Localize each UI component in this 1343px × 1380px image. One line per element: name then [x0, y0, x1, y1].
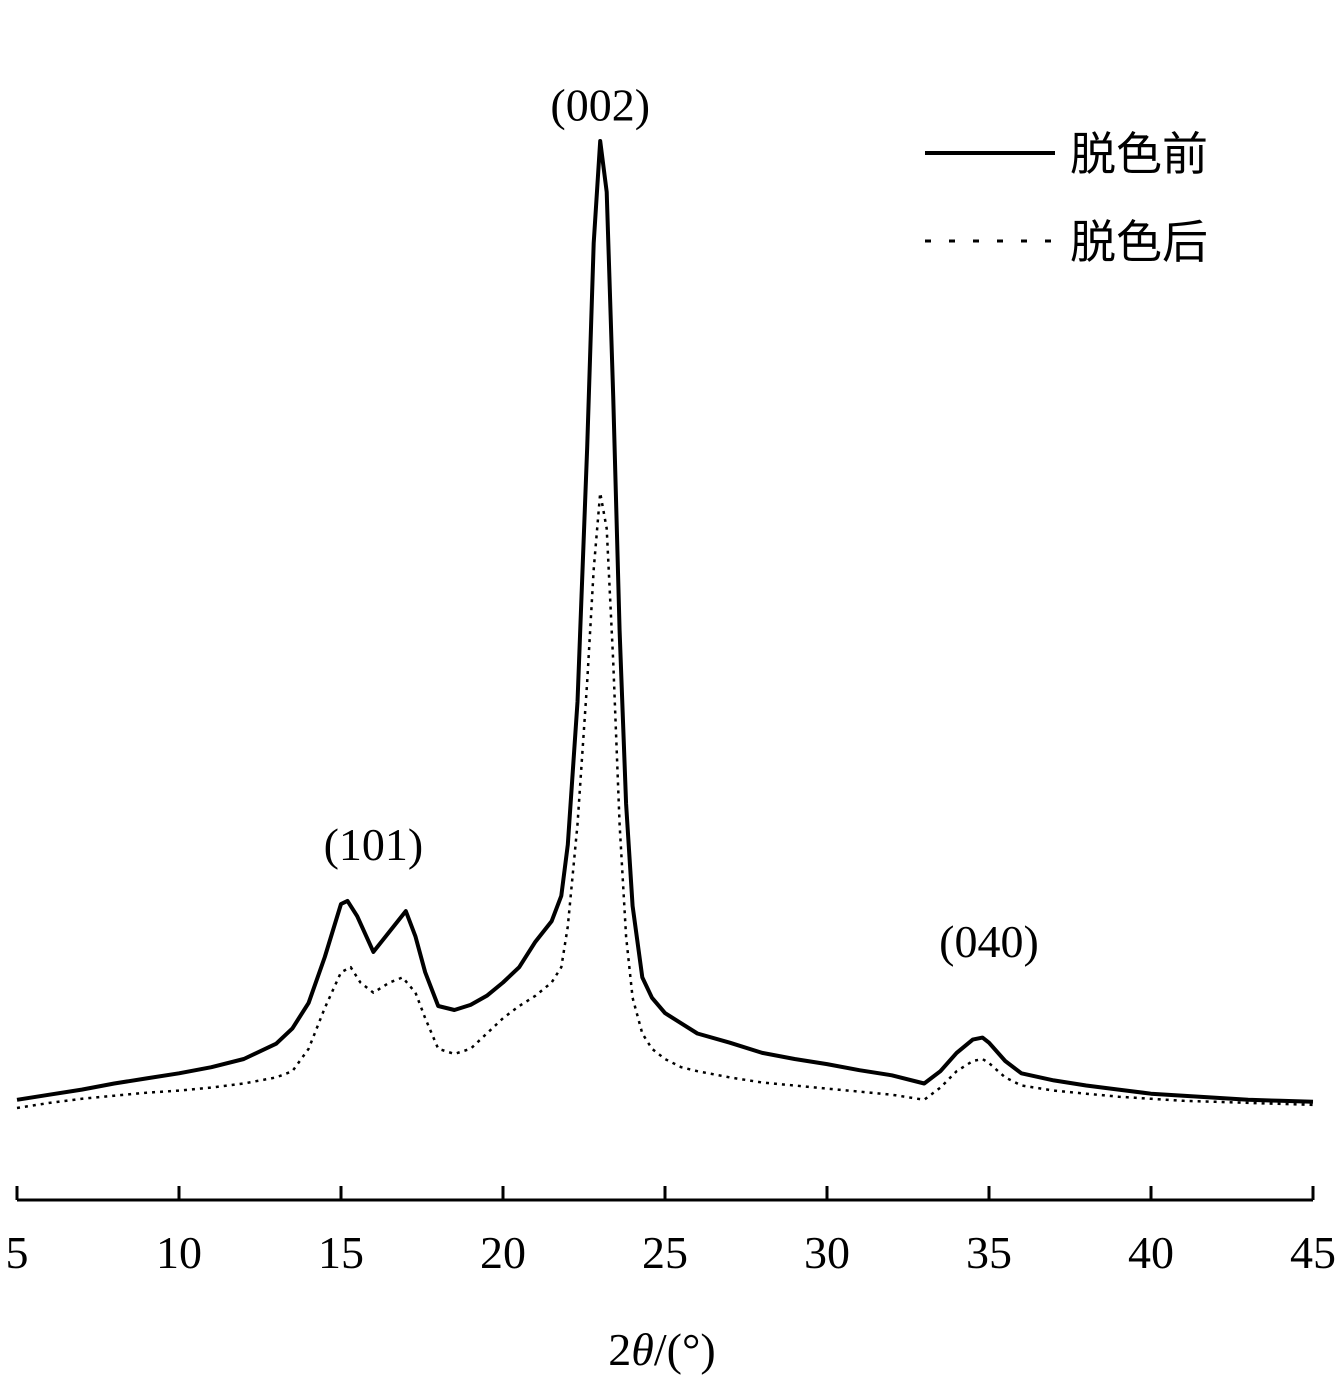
peak-annotation: (101) [324, 819, 424, 870]
legend: 脱色前 脱色后 [925, 127, 1208, 269]
x-tick-label: 30 [804, 1227, 850, 1278]
series-line-before [16, 139, 1314, 1104]
peak-annotation: (002) [550, 80, 650, 131]
x-tick-label: 35 [966, 1227, 1012, 1278]
series-layer [16, 139, 1314, 1110]
x-tick-label: 45 [1290, 1227, 1336, 1278]
x-tick-label: 10 [156, 1227, 202, 1278]
legend-label-after: 脱色后 [1070, 215, 1208, 269]
x-tick-label: 40 [1128, 1227, 1174, 1278]
x-tick-label: 15 [318, 1227, 364, 1278]
peak-annotations: (101) (002) (040) [324, 80, 1039, 967]
x-axis-title: 2θ/(°) [608, 1324, 715, 1375]
peak-annotation: (040) [939, 916, 1039, 967]
x-tick-label: 5 [6, 1227, 29, 1278]
x-axis: 5 10 15 20 25 30 35 40 45 [6, 1186, 1336, 1278]
x-tick-label: 20 [480, 1227, 526, 1278]
series-line-after [16, 491, 1314, 1110]
x-tick-label: 25 [642, 1227, 688, 1278]
legend-label-before: 脱色前 [1070, 127, 1208, 181]
